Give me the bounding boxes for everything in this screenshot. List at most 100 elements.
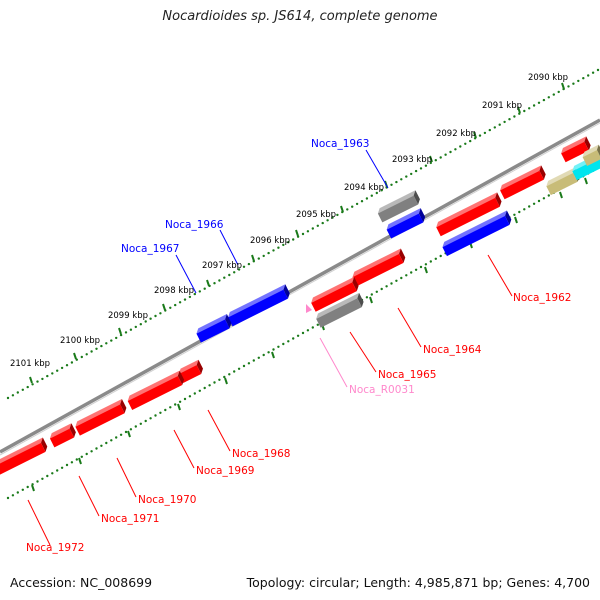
gene-side-face (177, 370, 185, 385)
upper-scale-dot (21, 388, 24, 391)
upper-scale-dot (552, 93, 555, 96)
lower-scale-dot (429, 260, 432, 263)
upper-scale-dot (582, 77, 585, 80)
lower-scale-dot (282, 342, 285, 346)
upper-scale-dot (301, 232, 305, 236)
lower-scale-dot (46, 474, 49, 478)
gene-top-face (582, 144, 599, 158)
gene-labels: Noca_1963 Noca_1966 Noca_1967 Noca_1962 Noca… (26, 138, 571, 554)
gene-label-noca-r0031: Noca_R0031 (349, 384, 415, 396)
lower-scale-dot (41, 477, 44, 480)
upper-scale-dot (272, 249, 275, 252)
scale-tick (31, 484, 35, 492)
gene-label-noca-1972: Noca_1972 (26, 542, 84, 554)
upper-scale-dot (454, 148, 457, 151)
gene-front-face (311, 282, 357, 312)
gene-box (49, 423, 76, 448)
upper-scale-dot (587, 74, 590, 77)
lower-scale-dot (272, 348, 275, 351)
lower-scale-dot (380, 287, 383, 291)
scale-tick (29, 376, 33, 384)
lower-scale-dot (174, 403, 177, 406)
gene-top-face (377, 190, 416, 214)
scale-tick-label: 2095 kbp (296, 210, 336, 220)
lower-scale-dot (252, 359, 255, 362)
upper-scale-dot (41, 377, 44, 381)
lower-scale-dot (528, 205, 531, 208)
scale-tick-label: 2097 kbp (202, 261, 242, 271)
upper-scale-dot (355, 202, 359, 206)
gene-top-face (228, 284, 286, 318)
scale-tick-label: 2100 kbp (60, 336, 100, 346)
upper-scale-dot (159, 312, 162, 315)
scale-tick (424, 266, 428, 274)
scale-tick-label: 2092 kbp (436, 129, 476, 139)
lower-scale-dot (410, 271, 413, 274)
upper-scale-dot (365, 197, 369, 200)
upper-scale-dot (11, 394, 15, 397)
gene-top-face (546, 167, 575, 187)
backbone-highlight (0, 122, 600, 456)
upper-scale-dot (183, 298, 187, 301)
gene-side-face (357, 292, 364, 308)
upper-scale-dot (174, 303, 177, 307)
lower-scale-dot (85, 452, 88, 456)
upper-scale-dot (370, 194, 373, 197)
lower-scale-dot (296, 334, 300, 337)
lower-scale-dot (213, 381, 216, 384)
gene-side-face (539, 165, 546, 180)
lower-scale-dot (306, 329, 310, 332)
lower-scale-dot (31, 483, 34, 486)
upper-scale-dot (478, 134, 482, 137)
leader-line (487, 254, 513, 297)
upper-scale-dot (242, 265, 246, 268)
gene-side-face (596, 144, 600, 159)
lower-scale-dot (16, 491, 19, 494)
upper-scale-dot (90, 350, 93, 353)
lower-scale-dot (301, 331, 305, 335)
gene-box (178, 359, 203, 383)
map-title: Nocardioides sp. JS614, complete genome (162, 9, 438, 24)
gene-box (0, 437, 48, 476)
scale-tick (561, 82, 565, 90)
scale-tick (517, 106, 521, 114)
leader-line (397, 307, 422, 348)
scale-tick (559, 191, 563, 199)
gene-side-face (418, 208, 426, 223)
lower-scale-dot (237, 367, 241, 370)
lower-scale-dot (144, 419, 147, 423)
upper-scale-dot (414, 169, 418, 173)
upper-scale-dot (110, 339, 113, 342)
lower-scale-dot (129, 428, 133, 431)
upper-scale-dot (331, 216, 334, 219)
gene-top-face (442, 210, 507, 248)
upper-scale-dot (16, 391, 19, 394)
lower-scale-dot (257, 356, 260, 359)
gene-box (582, 144, 600, 167)
upper-scale-dot (518, 112, 521, 115)
lower-scale-dot (247, 362, 251, 365)
upper-scale-dot (316, 224, 319, 227)
leader-line (175, 254, 197, 294)
leader-line (207, 409, 231, 452)
gene-box (386, 208, 426, 239)
gene-front-face (572, 157, 600, 181)
scale-tick (118, 327, 122, 335)
upper-scale-dot (70, 361, 74, 364)
leader-line (219, 229, 239, 266)
gene-label-noca-1964: Noca_1964 (423, 344, 482, 356)
gene-top-face (436, 192, 498, 228)
gene-box (442, 210, 512, 257)
gene-front-face (582, 149, 600, 167)
leader-line (116, 457, 137, 498)
scale-tick (429, 155, 433, 163)
gene-front-face (352, 253, 404, 287)
gene-box (436, 192, 502, 237)
upper-scale-dot (46, 374, 49, 378)
lower-scale-dot (390, 282, 393, 285)
lower-scale-dot (90, 450, 93, 453)
lower-scale-dot (6, 496, 10, 500)
scale-tick (127, 430, 131, 438)
gene-side-face (413, 190, 420, 205)
